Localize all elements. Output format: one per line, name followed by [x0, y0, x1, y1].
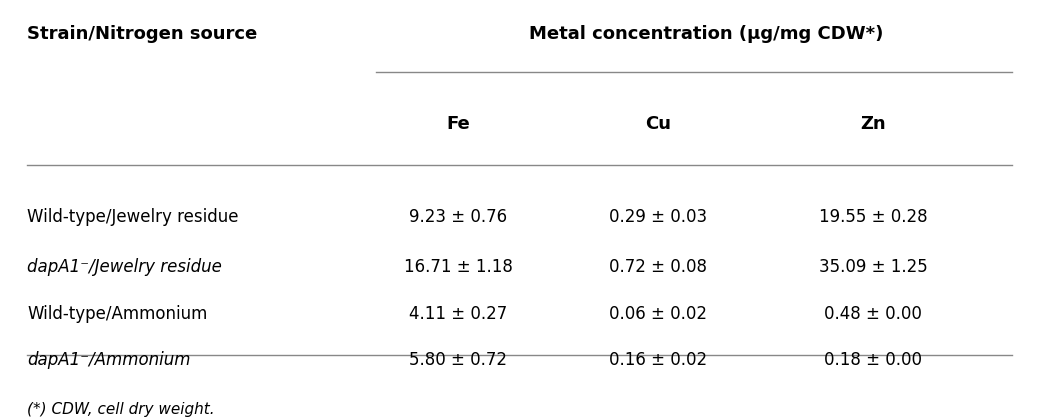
- Text: Wild-type/Ammonium: Wild-type/Ammonium: [27, 305, 208, 323]
- Text: (*) CDW, cell dry weight.: (*) CDW, cell dry weight.: [27, 402, 215, 417]
- Text: 0.16 ± 0.02: 0.16 ± 0.02: [609, 352, 707, 369]
- Text: 0.72 ± 0.08: 0.72 ± 0.08: [609, 258, 707, 276]
- Text: dapA1⁻/Ammonium: dapA1⁻/Ammonium: [27, 352, 191, 369]
- Text: Cu: Cu: [645, 115, 671, 133]
- Text: dapA1⁻/Jewelry residue: dapA1⁻/Jewelry residue: [27, 258, 222, 276]
- Text: 16.71 ± 1.18: 16.71 ± 1.18: [403, 258, 512, 276]
- Text: Wild-type/Jewelry residue: Wild-type/Jewelry residue: [27, 208, 239, 226]
- Text: Strain/Nitrogen source: Strain/Nitrogen source: [27, 25, 258, 43]
- Text: 19.55 ± 0.28: 19.55 ± 0.28: [819, 208, 928, 226]
- Text: 4.11 ± 0.27: 4.11 ± 0.27: [409, 305, 507, 323]
- Text: Metal concentration (μg/mg CDW*): Metal concentration (μg/mg CDW*): [530, 25, 884, 43]
- Text: Zn: Zn: [860, 115, 886, 133]
- Text: 0.06 ± 0.02: 0.06 ± 0.02: [609, 305, 707, 323]
- Text: 0.48 ± 0.00: 0.48 ± 0.00: [824, 305, 922, 323]
- Text: 0.18 ± 0.00: 0.18 ± 0.00: [824, 352, 923, 369]
- Text: 35.09 ± 1.25: 35.09 ± 1.25: [819, 258, 928, 276]
- Text: 9.23 ± 0.76: 9.23 ± 0.76: [409, 208, 507, 226]
- Text: 0.29 ± 0.03: 0.29 ± 0.03: [609, 208, 707, 226]
- Text: Fe: Fe: [446, 115, 470, 133]
- Text: 5.80 ± 0.72: 5.80 ± 0.72: [409, 352, 507, 369]
